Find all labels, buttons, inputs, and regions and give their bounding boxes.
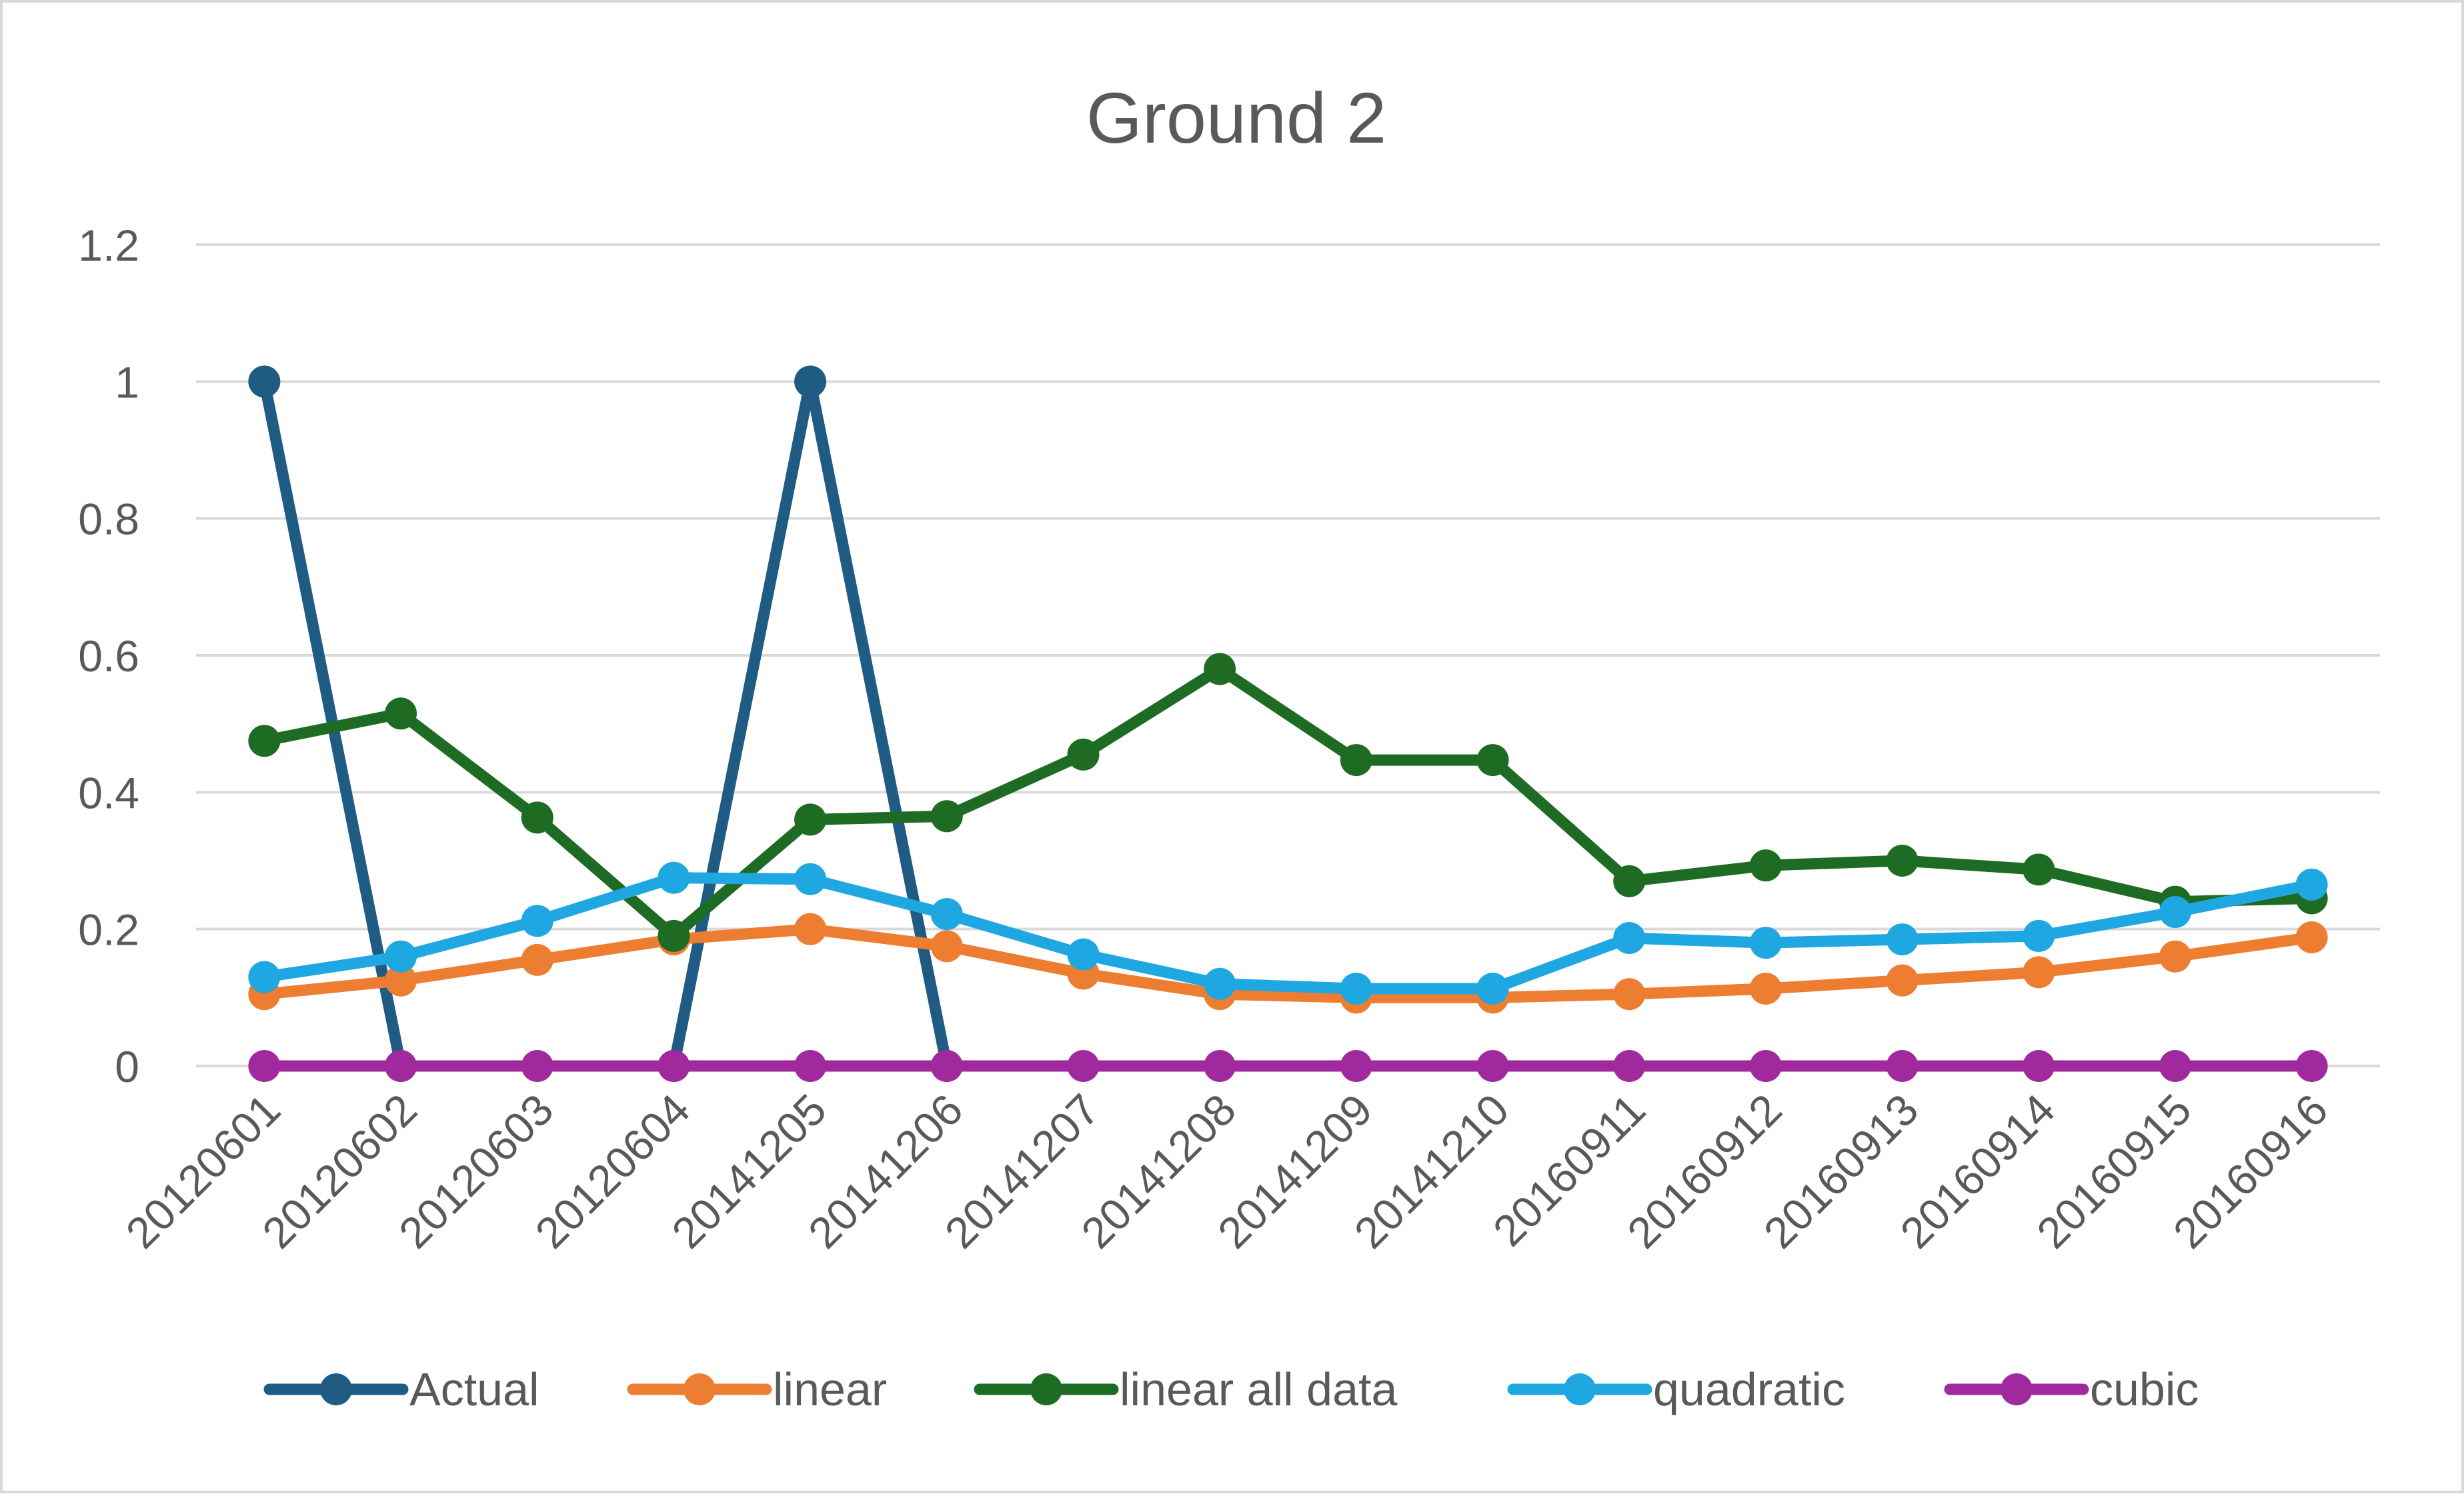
data-point <box>1476 972 1509 1005</box>
legend-label: Actual <box>409 1363 539 1415</box>
data-point <box>2023 1050 2055 1082</box>
y-axis-ticks: 0 0.2 0.4 0.6 0.8 1 1.2 <box>78 221 139 1091</box>
x-axis-ticks: 2012060120120602201206032012060420141205… <box>116 1085 2337 1258</box>
data-point <box>2023 919 2055 952</box>
data-point <box>1749 849 1782 882</box>
data-point <box>930 898 963 931</box>
data-point <box>2159 940 2191 973</box>
data-point <box>2295 921 2328 953</box>
legend-item: linear all data <box>974 1363 1397 1415</box>
series-cubic <box>248 1050 2328 1082</box>
legend-marker <box>1030 1373 1062 1405</box>
data-point <box>248 725 281 757</box>
data-point <box>1613 978 1646 1011</box>
data-point <box>794 1050 827 1082</box>
data-point <box>1749 1050 1782 1082</box>
y-tick-label: 0.8 <box>78 495 139 544</box>
y-tick-label: 0.2 <box>78 905 139 955</box>
chart-title: Ground 2 <box>1086 77 1386 158</box>
legend-label: cubic <box>2090 1363 2199 1415</box>
line-chart: Ground 2 0 0.2 0.4 0.6 0.8 1 1.2 2012060120120… <box>78 77 2380 1415</box>
data-point <box>930 800 963 833</box>
legend-marker <box>684 1373 716 1405</box>
y-tick-label: 1 <box>115 357 139 407</box>
data-point <box>1613 922 1646 955</box>
data-point <box>1886 923 1919 956</box>
data-point <box>521 801 553 834</box>
data-point <box>1204 653 1236 685</box>
y-tick-label: 0 <box>115 1042 139 1091</box>
series-line <box>258 923 2318 1003</box>
data-point <box>521 943 553 976</box>
gridlines <box>196 243 2380 1067</box>
legend-marker <box>1564 1373 1596 1405</box>
data-point <box>794 803 827 836</box>
data-point <box>2159 1050 2191 1082</box>
data-point <box>930 930 963 963</box>
data-point <box>658 919 690 952</box>
data-point <box>2023 853 2055 886</box>
legend-item: cubic <box>1944 1363 2199 1415</box>
y-tick-label: 0.4 <box>78 768 139 817</box>
data-point <box>1886 845 1919 877</box>
data-point <box>2295 1050 2328 1082</box>
data-point <box>930 1050 963 1082</box>
data-point <box>385 1050 417 1082</box>
legend-label: linear all data <box>1120 1363 1397 1415</box>
data-point <box>794 913 827 945</box>
data-point <box>385 940 417 973</box>
data-point <box>1340 744 1372 777</box>
data-point <box>1476 744 1509 777</box>
data-point <box>2295 868 2328 901</box>
data-point <box>1204 1050 1236 1082</box>
data-point <box>385 697 417 730</box>
legend-marker <box>320 1373 352 1405</box>
data-point <box>521 905 553 937</box>
data-point <box>794 365 827 398</box>
data-point <box>1886 964 1919 997</box>
data-point <box>248 961 281 993</box>
y-tick-label: 1.2 <box>78 221 139 270</box>
data-point <box>1067 738 1100 771</box>
data-point <box>1340 972 1372 1005</box>
legend-label: quadratic <box>1653 1363 1845 1415</box>
data-point <box>2023 956 2055 989</box>
data-point <box>1886 1050 1919 1082</box>
data-point <box>385 964 417 997</box>
data-point <box>1749 972 1782 1005</box>
legend-item: linear <box>627 1363 887 1415</box>
series-quadratic <box>248 861 2328 1005</box>
legend-label: linear <box>773 1363 887 1415</box>
data-point <box>658 1050 690 1082</box>
legend-item: Actual <box>263 1363 539 1415</box>
data-point <box>1204 967 1236 1000</box>
series-linear-all-data <box>248 653 2328 952</box>
data-point <box>1340 1050 1372 1082</box>
data-point <box>1067 938 1100 971</box>
series-line <box>258 663 2318 942</box>
data-point <box>1613 865 1646 897</box>
series-lines <box>248 365 2328 1082</box>
data-point <box>1749 927 1782 959</box>
legend-marker <box>2001 1373 2033 1405</box>
data-point <box>794 863 827 895</box>
data-point <box>248 365 281 398</box>
data-point <box>1067 1050 1100 1082</box>
data-point <box>521 1050 553 1082</box>
y-tick-label: 0.6 <box>78 631 139 681</box>
data-point <box>658 861 690 894</box>
data-point <box>248 1050 281 1082</box>
data-point <box>2159 896 2191 928</box>
data-point <box>1613 1050 1646 1082</box>
series-line <box>258 872 2318 995</box>
data-point <box>1476 1050 1509 1082</box>
legend-item: quadratic <box>1507 1363 1845 1415</box>
legend: Actual linear linear all data quadratic cubi… <box>263 1363 2199 1415</box>
series-line <box>668 375 953 1072</box>
